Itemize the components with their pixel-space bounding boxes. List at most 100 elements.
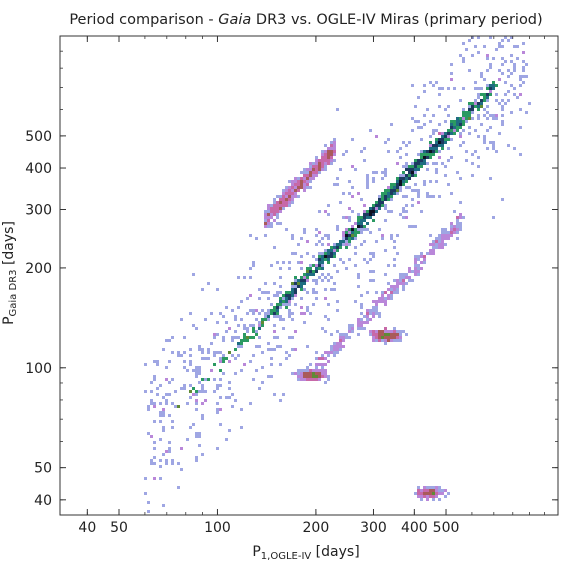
density-cell bbox=[294, 279, 297, 282]
density-cell bbox=[324, 372, 327, 375]
density-cell bbox=[366, 315, 369, 318]
x-tick-label: 400 bbox=[401, 520, 428, 536]
density-cell bbox=[480, 99, 483, 102]
density-cell bbox=[306, 366, 309, 369]
density-cell bbox=[231, 336, 234, 339]
density-cell bbox=[345, 333, 348, 336]
density-cell bbox=[414, 255, 417, 258]
density-cell bbox=[222, 336, 225, 339]
density-cell bbox=[441, 132, 444, 135]
density-cell bbox=[327, 153, 330, 156]
density-cell bbox=[297, 375, 300, 378]
density-cell bbox=[396, 150, 399, 153]
density-cell bbox=[264, 291, 267, 294]
density-cell bbox=[204, 318, 207, 321]
density-cell bbox=[390, 237, 393, 240]
density-cell bbox=[219, 351, 222, 354]
density-cell bbox=[159, 420, 162, 423]
density-cell bbox=[477, 96, 480, 99]
density-cell bbox=[249, 294, 252, 297]
density-cell bbox=[477, 93, 480, 96]
density-cell bbox=[159, 459, 162, 462]
density-cell bbox=[369, 270, 372, 273]
density-cell bbox=[294, 183, 297, 186]
density-cell bbox=[453, 231, 456, 234]
density-cell bbox=[411, 168, 414, 171]
density-cell bbox=[189, 390, 192, 393]
density-cell bbox=[327, 204, 330, 207]
density-cell bbox=[384, 192, 387, 195]
density-cell bbox=[429, 195, 432, 198]
density-cell bbox=[273, 306, 276, 309]
density-cell bbox=[438, 243, 441, 246]
density-cell bbox=[387, 195, 390, 198]
density-cell bbox=[321, 372, 324, 375]
density-cell bbox=[444, 174, 447, 177]
density-cell bbox=[345, 228, 348, 231]
density-cell bbox=[438, 246, 441, 249]
density-cell bbox=[462, 42, 465, 45]
density-cell bbox=[333, 342, 336, 345]
density-cell bbox=[165, 399, 168, 402]
density-cell bbox=[417, 267, 420, 270]
density-cell bbox=[435, 486, 438, 489]
density-cell bbox=[261, 381, 264, 384]
density-cell bbox=[282, 327, 285, 330]
density-cell bbox=[363, 204, 366, 207]
density-cell bbox=[351, 237, 354, 240]
density-cell bbox=[255, 237, 258, 240]
density-cell bbox=[273, 348, 276, 351]
density-cell bbox=[423, 159, 426, 162]
density-cell bbox=[492, 216, 495, 219]
density-cell bbox=[426, 156, 429, 159]
density-cell bbox=[363, 315, 366, 318]
density-cell bbox=[414, 492, 417, 495]
density-cell bbox=[381, 234, 384, 237]
density-cell bbox=[396, 339, 399, 342]
density-cell bbox=[273, 309, 276, 312]
density-cell bbox=[240, 426, 243, 429]
density-cell bbox=[159, 438, 162, 441]
density-cell bbox=[258, 327, 261, 330]
density-cell bbox=[360, 321, 363, 324]
density-cell bbox=[330, 351, 333, 354]
density-cell bbox=[375, 210, 378, 213]
density-cell bbox=[378, 312, 381, 315]
density-cell bbox=[192, 324, 195, 327]
density-cell bbox=[276, 261, 279, 264]
density-cell bbox=[222, 315, 225, 318]
density-cell bbox=[288, 297, 291, 300]
density-cell bbox=[336, 300, 339, 303]
density-cell bbox=[420, 138, 423, 141]
density-cell bbox=[321, 168, 324, 171]
density-cell bbox=[312, 279, 315, 282]
density-cell bbox=[198, 444, 201, 447]
density-cell bbox=[522, 75, 525, 78]
density-cell bbox=[471, 153, 474, 156]
density-cell bbox=[240, 345, 243, 348]
density-cell bbox=[417, 264, 420, 267]
density-cell bbox=[291, 318, 294, 321]
density-cell bbox=[294, 192, 297, 195]
density-cell bbox=[387, 150, 390, 153]
density-cell bbox=[489, 63, 492, 66]
density-cell bbox=[321, 243, 324, 246]
density-cell bbox=[297, 189, 300, 192]
density-cell bbox=[288, 309, 291, 312]
plot-frame bbox=[59, 35, 559, 516]
density-cell bbox=[297, 195, 300, 198]
density-cell bbox=[210, 369, 213, 372]
density-cell bbox=[501, 108, 504, 111]
density-cell bbox=[321, 273, 324, 276]
density-cell bbox=[345, 246, 348, 249]
density-cell bbox=[294, 180, 297, 183]
density-cell bbox=[303, 378, 306, 381]
density-cell bbox=[447, 159, 450, 162]
density-cell bbox=[315, 357, 318, 360]
density-cell bbox=[387, 336, 390, 339]
density-cell bbox=[189, 348, 192, 351]
density-cell bbox=[330, 246, 333, 249]
density-cell bbox=[459, 225, 462, 228]
x-tick-label: 200 bbox=[303, 520, 330, 536]
density-cell bbox=[162, 408, 165, 411]
